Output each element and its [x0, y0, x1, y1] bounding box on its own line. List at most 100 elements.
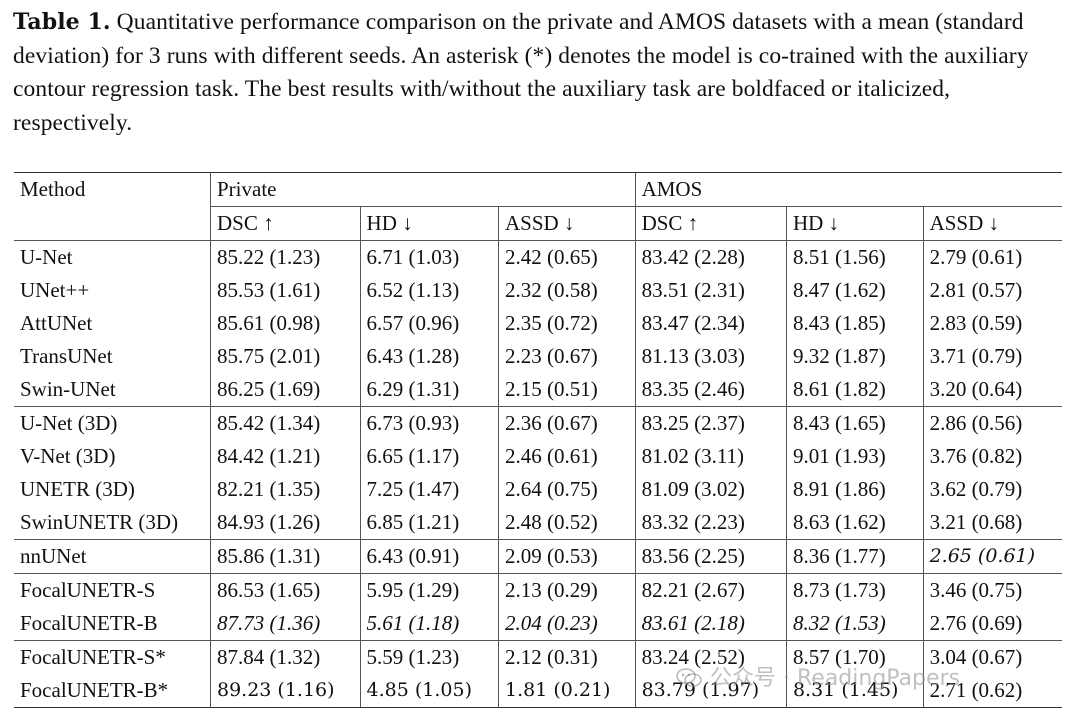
- table-row: nnUNet 85.86 (1.31) 6.43 (0.91) 2.09 (0.53)…: [14, 539, 1062, 574]
- method-cell: SwinUNETR (3D): [20, 510, 179, 534]
- value-cell: 2.65 (0.61): [922, 539, 1062, 574]
- value-cell: 85.22 (1.23): [210, 240, 361, 274]
- method-cell: TransUNet: [20, 344, 113, 368]
- value-cell: 2.32 (0.58): [497, 274, 636, 307]
- value-cell: 6.43 (0.91): [359, 539, 499, 574]
- value-cell: 2.42 (0.65): [497, 240, 636, 274]
- value-cell: 2.81 (0.57): [922, 274, 1062, 307]
- value-cell: 7.25 (1.47): [359, 473, 499, 506]
- value-cell: 6.57 (0.96): [359, 307, 499, 340]
- value-cell: 83.79 (1.97): [634, 674, 787, 708]
- value-cell: 8.43 (1.65): [785, 406, 924, 440]
- value-cell: 2.09 (0.53): [497, 539, 636, 574]
- value-cell: 3.20 (0.64): [922, 373, 1062, 407]
- value-cell: 5.95 (1.29): [359, 573, 499, 607]
- value-cell: 2.35 (0.72): [497, 307, 636, 340]
- method-cell: Swin-UNet: [20, 377, 116, 401]
- value-cell: 8.47 (1.62): [785, 274, 924, 307]
- value-cell: 5.59 (1.23): [359, 640, 499, 674]
- table-row: FocalUNETR-S* 87.84 (1.32) 5.59 (1.23) 2.12…: [14, 640, 1062, 674]
- value-cell: 8.31 (1.45): [785, 674, 924, 708]
- value-cell: 2.15 (0.51): [497, 373, 636, 407]
- value-cell: 5.61 (1.18): [359, 607, 499, 641]
- metric-header: HD ↓: [785, 206, 924, 241]
- value-cell: 85.86 (1.31): [210, 539, 361, 574]
- value-cell: 2.36 (0.67): [497, 406, 636, 440]
- value-cell: 81.09 (3.02): [634, 473, 787, 506]
- value-cell: 87.73 (1.36): [210, 607, 361, 641]
- wechat-icon: [676, 668, 702, 687]
- metric-header: DSC ↑: [634, 206, 787, 241]
- value-cell: 8.61 (1.82): [785, 373, 924, 407]
- value-cell: 2.83 (0.59): [922, 307, 1062, 340]
- watermark: 公众号 · ReadingPapers: [676, 660, 960, 692]
- value-cell: 83.61 (2.18): [634, 607, 787, 641]
- table-row: UNETR (3D) 82.21 (1.35) 7.25 (1.47) 2.64 (0…: [14, 473, 1062, 506]
- results-table: Method Private AMOS DSC ↑ HD ↓ ASSD ↓ DS…: [14, 172, 1062, 708]
- method-cell: V-Net (3D): [20, 444, 116, 468]
- value-cell: 85.42 (1.34): [210, 406, 361, 440]
- value-cell: 4.85 (1.05): [359, 674, 499, 708]
- method-cell: U-Net: [20, 245, 73, 269]
- value-cell: 1.81 (0.21): [497, 674, 636, 708]
- method-cell: FocalUNETR-B*: [14, 674, 211, 708]
- value-cell: 2.86 (0.56): [922, 406, 1062, 440]
- value-cell: 6.29 (1.31): [359, 373, 499, 407]
- caption-text: Quantitative performance comparison on t…: [13, 9, 1029, 136]
- value-cell: 85.61 (0.98): [210, 307, 361, 340]
- table-row: Swin-UNet 86.25 (1.69) 6.29 (1.31) 2.15 (0.…: [14, 373, 1062, 407]
- table-row: FocalUNETR-B* 89.23 (1.16) 4.85 (1.05) 1.81…: [14, 674, 1062, 708]
- value-cell: 8.51 (1.56): [785, 240, 924, 274]
- value-cell: 3.76 (0.82): [922, 440, 1062, 473]
- method-cell: FocalUNETR-B: [20, 611, 158, 635]
- watermark-text: 公众号 · ReadingPapers: [710, 666, 961, 691]
- value-cell: 81.02 (3.11): [634, 440, 787, 473]
- method-cell: AttUNet: [20, 311, 93, 335]
- value-cell: 85.53 (1.61): [210, 274, 361, 307]
- method-cell: nnUNet: [14, 539, 211, 574]
- method-cell: FocalUNETR-S: [14, 573, 211, 607]
- metric-header: ASSD ↓: [922, 206, 1062, 241]
- value-cell: 6.52 (1.13): [359, 274, 499, 307]
- value-cell: 8.43 (1.85): [785, 307, 924, 340]
- method-cell: FocalUNETR-S*: [14, 640, 211, 674]
- value-cell: 83.51 (2.31): [634, 274, 787, 307]
- header-row-groups: Method Private AMOS: [14, 172, 1062, 207]
- value-cell: 8.36 (1.77): [785, 539, 924, 574]
- table-caption: Table 1. Quantitative performance compar…: [13, 6, 1065, 140]
- table-row: AttUNet 85.61 (0.98) 6.57 (0.96) 2.35 (0.72…: [14, 307, 1062, 340]
- value-cell: 3.04 (0.67): [922, 640, 1062, 674]
- table-row: UNet++ 85.53 (1.61) 6.52 (1.13) 2.32 (0.58)…: [14, 274, 1062, 307]
- value-cell: 6.85 (1.21): [359, 506, 499, 540]
- value-cell: 8.32 (1.53): [785, 607, 924, 641]
- value-cell: 2.13 (0.29): [497, 573, 636, 607]
- value-cell: 86.25 (1.69): [210, 373, 361, 407]
- value-cell: 8.57 (1.70): [785, 640, 924, 674]
- value-cell: 81.13 (3.03): [634, 340, 787, 373]
- metric-header: DSC ↑: [210, 206, 361, 241]
- value-cell: 2.23 (0.67): [497, 340, 636, 373]
- value-cell: 2.76 (0.69): [922, 607, 1062, 641]
- value-cell: 83.24 (2.52): [634, 640, 787, 674]
- table-row: U-Net (3D) 85.42 (1.34) 6.73 (0.93) 2.36 (0…: [14, 406, 1062, 440]
- value-cell: 2.71 (0.62): [922, 674, 1062, 708]
- value-cell: 6.43 (1.28): [359, 340, 499, 373]
- value-cell: 3.46 (0.75): [922, 573, 1062, 607]
- header-row-metrics: DSC ↑ HD ↓ ASSD ↓ DSC ↑ HD ↓ ASSD ↓: [14, 206, 1062, 241]
- table-row: FocalUNETR-S 86.53 (1.65) 5.95 (1.29) 2.13 …: [14, 573, 1062, 607]
- value-cell: 89.23 (1.16): [210, 674, 361, 708]
- value-cell: 83.25 (2.37): [634, 406, 787, 440]
- value-cell: 2.48 (0.52): [497, 506, 636, 540]
- method-cell: U-Net (3D): [14, 406, 211, 440]
- table-body: U-Net 85.22 (1.23) 6.71 (1.03) 2.42 (0.65) 8…: [14, 240, 1062, 708]
- value-cell: 83.47 (2.34): [634, 307, 787, 340]
- caption-label: Table 1.: [13, 9, 111, 35]
- value-cell: 3.71 (0.79): [922, 340, 1062, 373]
- value-cell: 83.32 (2.23): [634, 506, 787, 540]
- group-header-amos: AMOS: [634, 172, 1062, 207]
- value-cell: 83.42 (2.28): [634, 240, 787, 274]
- table-row: FocalUNETR-B 87.73 (1.36) 5.61 (1.18) 2.04 …: [14, 607, 1062, 641]
- value-cell: 8.91 (1.86): [785, 473, 924, 506]
- metric-header: HD ↓: [359, 206, 499, 241]
- value-cell: 9.32 (1.87): [785, 340, 924, 373]
